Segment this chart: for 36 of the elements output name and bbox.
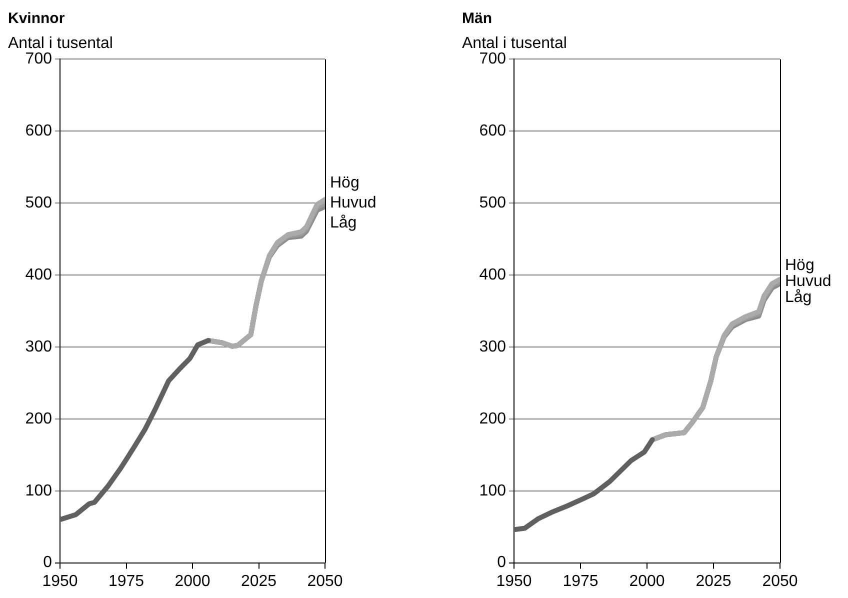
y-tick-label: 0 [43,554,52,572]
series-label: Hög [785,256,814,274]
y-tick-label: 400 [25,266,52,284]
series-label: Hög [330,174,360,192]
x-tick-label: 1950 [42,572,78,590]
y-tick-label: 600 [25,122,52,140]
x-tick-label: 1975 [108,572,144,590]
x-tick-label: 2025 [240,572,277,590]
series-label: Huvud [330,194,376,212]
y-tick-label: 100 [25,482,52,500]
chart-subtitle: Antal i tusental [462,35,567,52]
x-tick-label: 2000 [629,572,665,590]
x-tick-label: 1975 [562,572,598,590]
y-tick-label: 700 [25,50,52,68]
series-label: Låg [785,288,812,306]
x-tick-label: 2000 [174,572,210,590]
chart-title: Kvinnor [8,10,65,28]
y-tick-label: 400 [479,266,506,284]
series-label: Låg [330,214,357,232]
y-tick-label: 200 [479,410,506,428]
chart-subtitle: Antal i tusental [8,35,113,52]
y-tick-label: 300 [25,338,52,356]
y-tick-label: 700 [479,50,506,68]
x-tick-label: 2050 [307,572,343,590]
y-tick-label: 500 [479,194,506,212]
x-tick-label: 2050 [762,572,798,590]
x-tick-label: 2025 [696,572,732,590]
y-tick-label: 0 [497,554,506,572]
series-label: Huvud [785,272,832,290]
chart-title: Män [462,10,492,28]
y-tick-label: 300 [479,338,506,356]
y-tick-label: 100 [479,482,506,500]
y-tick-label: 600 [479,122,506,140]
x-tick-label: 1950 [496,572,532,590]
y-tick-label: 200 [25,410,52,428]
y-tick-label: 500 [25,194,52,212]
